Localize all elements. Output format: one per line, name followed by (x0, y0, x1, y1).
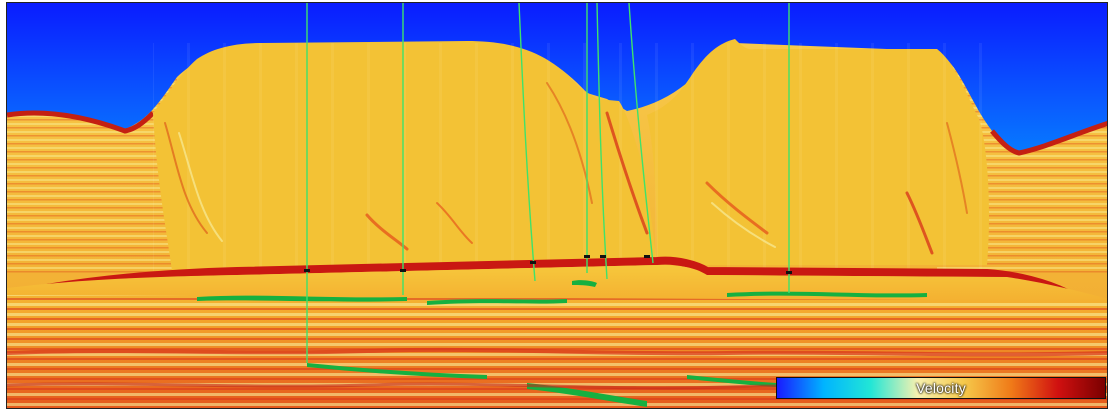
seafloor-reflector-right (990, 121, 1107, 156)
well-line-5 (596, 3, 608, 280)
base-salt-reflector (46, 256, 1069, 297)
low-velocity-streaks (197, 280, 927, 407)
deep-red-reflector (7, 347, 1107, 357)
well-line-6 (628, 3, 654, 264)
salt-inclusion-streaks (164, 82, 968, 255)
velocity-colorbar: Velocity (776, 377, 1106, 399)
colorbar-label: Velocity (916, 380, 966, 396)
salt-texture (153, 43, 993, 271)
seafloor-reflector (7, 110, 155, 134)
velocity-section-image (7, 3, 1107, 408)
velocity-section-frame (6, 2, 1108, 409)
well-markers (304, 255, 792, 274)
well-trajectories (306, 3, 790, 363)
well-line-3 (518, 3, 536, 282)
